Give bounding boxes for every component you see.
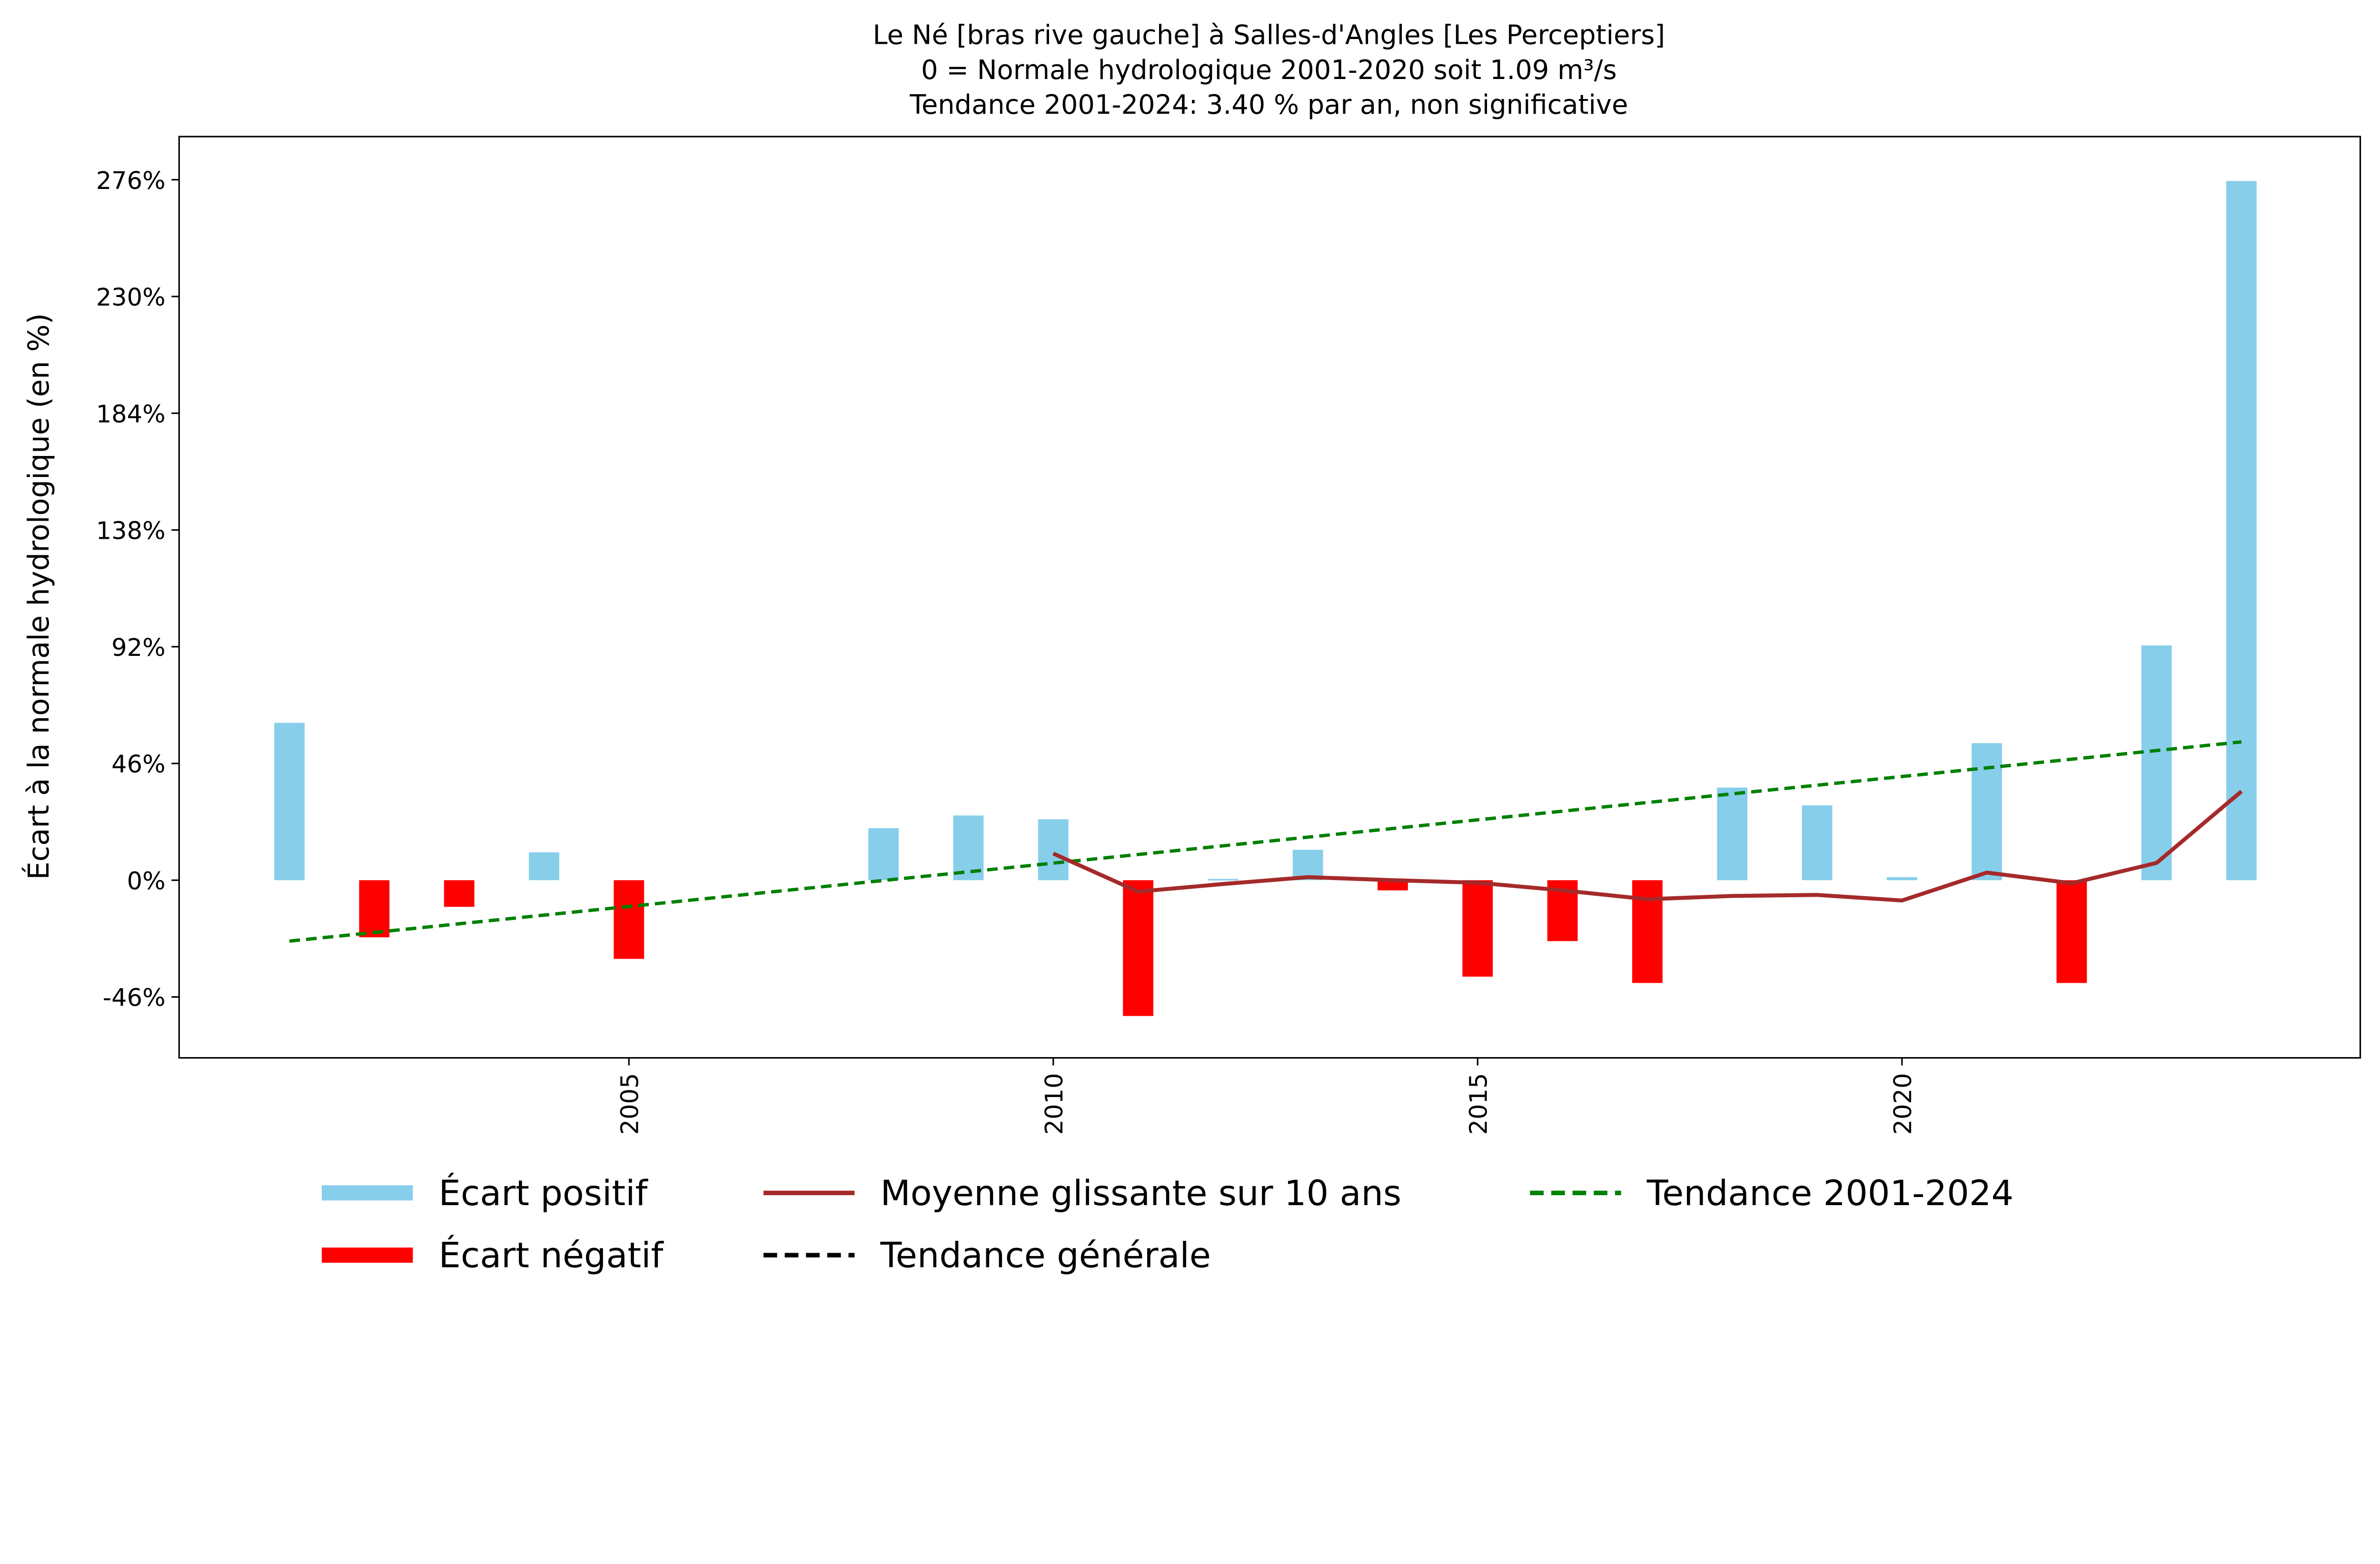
bar-positive (1972, 743, 2002, 881)
y-tick-label: 0% (127, 867, 166, 895)
y-tick-label: 230% (96, 284, 166, 312)
bar-negative (444, 880, 475, 907)
bar-positive (529, 852, 559, 881)
chart-title: Le Né [bras rive gauche] à Salles-d'Angl… (873, 20, 1666, 120)
x-tick-label: 2010 (1041, 1073, 1069, 1135)
title-line: Le Né [bras rive gauche] à Salles-d'Angl… (873, 20, 1666, 50)
bar-positive (1038, 819, 1069, 881)
bar-positive (274, 723, 305, 881)
y-tick-label: 276% (96, 167, 166, 195)
legend: Écart positif Écart négatif Moyenne glissa… (322, 1173, 2013, 1276)
y-tick-label: 92% (111, 634, 165, 662)
plot-frame (178, 136, 2361, 1059)
bar-negative (359, 880, 390, 938)
legend-label: Tendance générale (880, 1236, 1210, 1276)
legend-label: Tendance 2001-2024 (1646, 1173, 2013, 1214)
bar-negative (1123, 880, 1153, 1016)
bar-negative (614, 880, 645, 959)
bar-negative (2056, 880, 2087, 983)
x-tick-label: 2015 (1465, 1073, 1493, 1135)
x-tick-label: 2005 (616, 1073, 644, 1135)
y-axis-label: Écart à la normale hydrologique (en %) (21, 313, 56, 880)
bar-positive (1208, 879, 1239, 881)
y-tick-label: 138% (96, 517, 166, 545)
bar-negative (1632, 880, 1663, 983)
bar-positive (868, 828, 899, 881)
x-axis: 2005 2010 2015 2020 (616, 1058, 1917, 1135)
trend-line (289, 740, 2242, 943)
bar-negative (1378, 880, 1408, 891)
legend-label: Écart négatif (439, 1235, 664, 1276)
bar-positive (1802, 805, 1833, 881)
y-tick-label: 184% (96, 400, 166, 428)
bar-negative (1462, 880, 1493, 977)
bar-positive (1717, 787, 1748, 881)
title-line: 0 = Normale hydrologique 2001-2020 soit … (921, 55, 1616, 86)
y-axis: -46% 0% 46% 92% 138% 184% 230% 276% (96, 167, 179, 1012)
bar-positive (2141, 645, 2172, 881)
lines (289, 740, 2243, 943)
legend-label: Écart positif (439, 1173, 649, 1214)
legend-label: Moyenne glissante sur 10 ans (880, 1173, 1401, 1214)
chart: Le Né [bras rive gauche] à Salles-d'Angl… (21, 20, 2361, 1276)
y-tick-label: 46% (111, 751, 165, 779)
bar-positive (2226, 181, 2257, 881)
y-tick-label: -46% (103, 984, 166, 1012)
bar-positive (1886, 877, 1917, 881)
moving-average-line (1052, 790, 2243, 903)
title-line: Tendance 2001-2024: 3.40 % par an, non s… (909, 89, 1628, 120)
bar-positive (1292, 850, 1323, 881)
bars (274, 181, 2257, 1016)
x-tick-label: 2020 (1889, 1073, 1917, 1135)
